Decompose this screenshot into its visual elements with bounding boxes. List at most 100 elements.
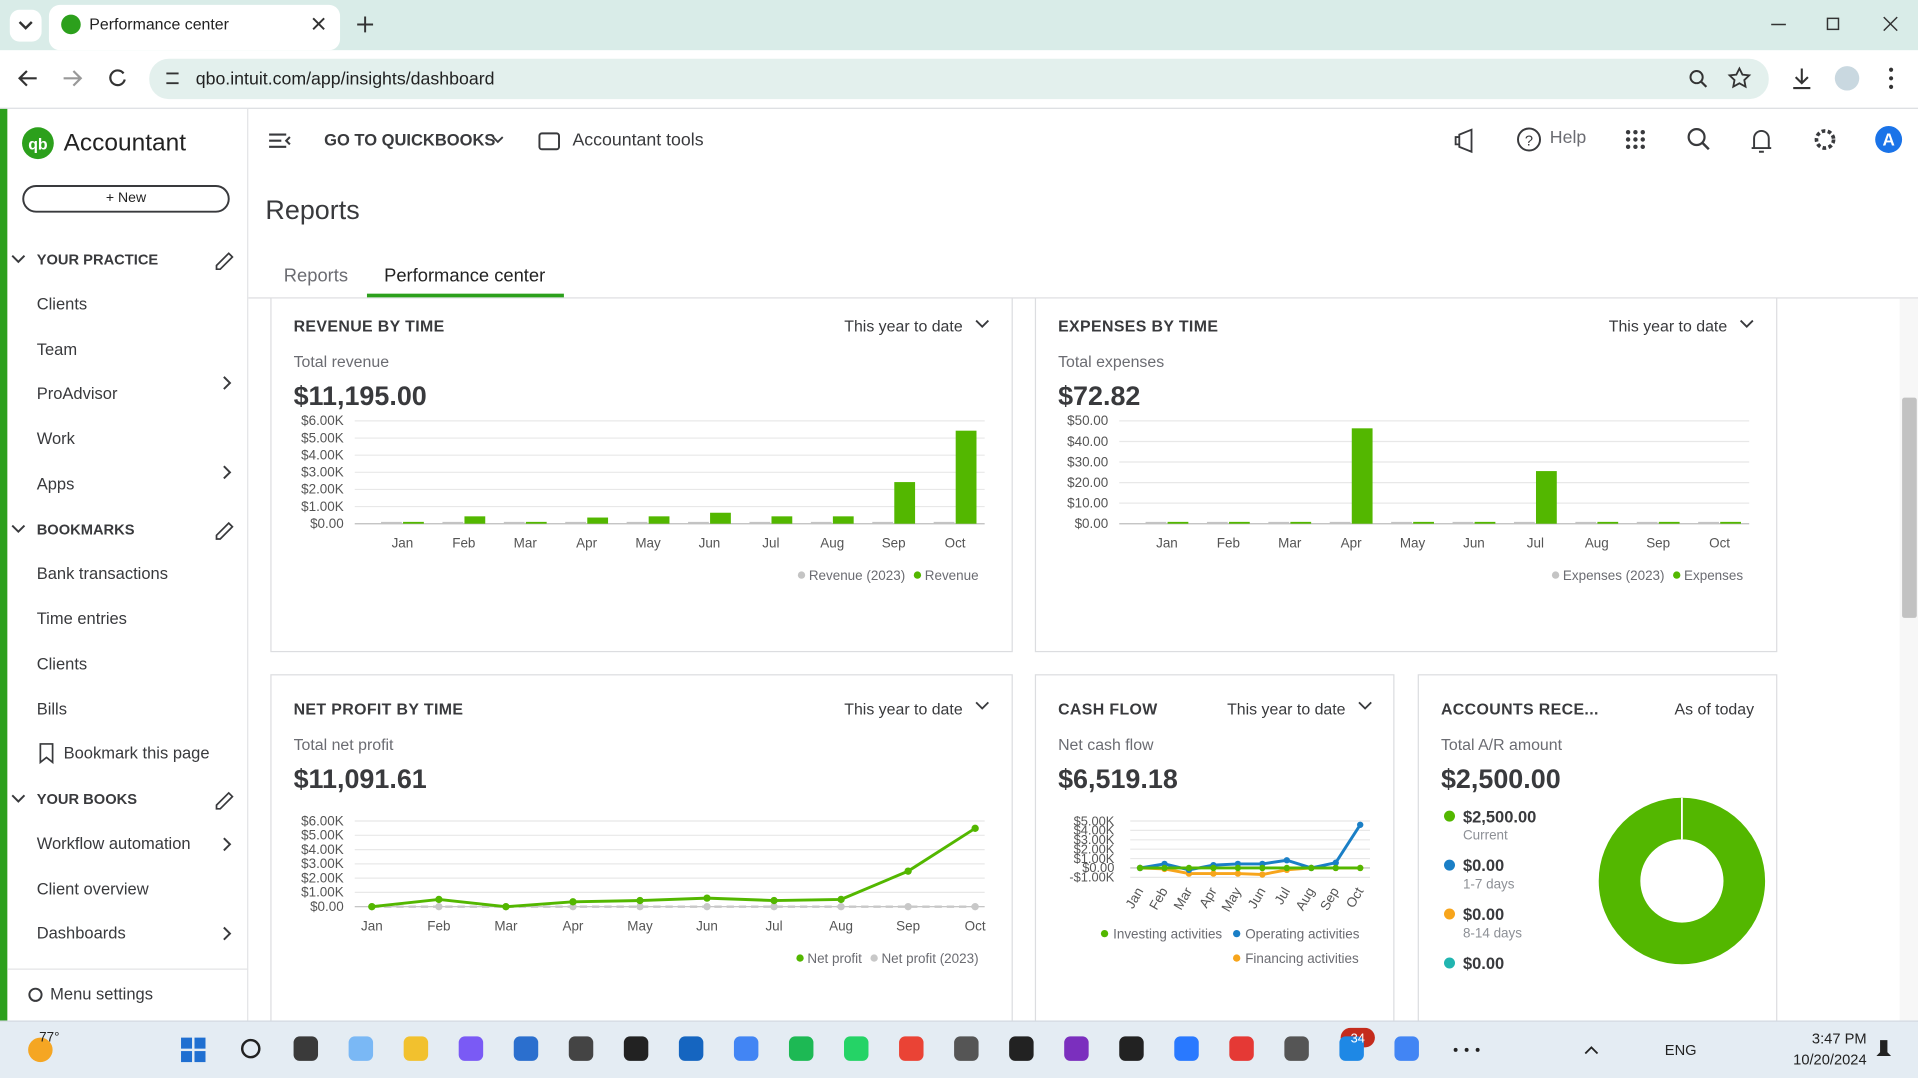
svg-text:qb: qb — [28, 136, 48, 153]
app-icon[interactable] — [403, 1036, 429, 1061]
new-tab[interactable] — [357, 16, 374, 33]
avatar[interactable]: A — [1882, 129, 1895, 150]
nav-item[interactable]: Workflow automation — [36, 834, 191, 853]
active-tab[interactable] — [48, 4, 341, 51]
nav-item[interactable]: Work — [36, 429, 75, 448]
point — [435, 895, 443, 904]
section-title[interactable]: YOUR PRACTICE — [36, 250, 159, 268]
section-title[interactable]: BOOKMARKS — [36, 520, 135, 538]
app-icon[interactable] — [678, 1036, 704, 1061]
nav-item[interactable]: Client overview — [36, 879, 149, 898]
app-icon[interactable] — [623, 1036, 649, 1061]
tab-list-button[interactable] — [9, 9, 42, 42]
address-bar[interactable] — [149, 58, 1769, 100]
reload[interactable] — [109, 69, 126, 87]
bookmark-star[interactable] — [1727, 66, 1752, 89]
start[interactable] — [181, 1037, 206, 1063]
url[interactable]: qbo.intuit.com/app/insights/dashboard — [195, 69, 495, 90]
help[interactable]: Help — [1549, 128, 1587, 149]
bar — [810, 521, 832, 524]
nav-item[interactable]: Apps — [36, 474, 75, 493]
x-tick-label: Jun — [1463, 536, 1485, 551]
period-select[interactable]: This year to date — [844, 316, 963, 336]
app-icon[interactable] — [788, 1036, 814, 1061]
back[interactable] — [18, 70, 37, 87]
x-tick-label: Feb — [1146, 885, 1171, 913]
point — [1332, 864, 1339, 872]
notifications[interactable] — [1876, 1040, 1892, 1056]
bookmark-link[interactable]: Bookmark this page — [63, 743, 210, 763]
new-button-outline[interactable] — [22, 185, 230, 213]
period-select[interactable]: This year to date — [844, 699, 963, 719]
x-tick-label: Jan — [1122, 885, 1146, 911]
app-icon[interactable] — [513, 1036, 539, 1061]
search[interactable] — [240, 1038, 261, 1059]
app-icon[interactable] — [1339, 1036, 1364, 1061]
point — [1234, 870, 1242, 877]
app-icon[interactable] — [1229, 1036, 1254, 1061]
y-tick-label: $1.00K — [301, 499, 344, 514]
app-icon[interactable] — [348, 1036, 374, 1061]
app-icon[interactable] — [1119, 1036, 1144, 1061]
tray-chevron[interactable] — [1584, 1046, 1599, 1055]
close-window[interactable] — [1883, 16, 1898, 32]
app-icon[interactable] — [568, 1036, 594, 1061]
new-button[interactable]: + New — [105, 190, 147, 206]
card-title: ACCOUNTS RECE... — [1440, 699, 1599, 719]
downloads[interactable] — [1793, 68, 1811, 90]
nav-item[interactable]: Dashboards — [36, 924, 126, 943]
profile[interactable] — [1834, 66, 1860, 91]
nav-item[interactable]: Clients — [36, 654, 88, 673]
point — [837, 895, 845, 904]
y-tick-label: $0.00 — [310, 516, 344, 531]
app-icon[interactable] — [1064, 1036, 1089, 1061]
app-icon[interactable] — [458, 1036, 484, 1061]
search[interactable] — [1687, 127, 1706, 147]
zoom[interactable] — [1689, 69, 1704, 85]
close-tab[interactable] — [312, 17, 325, 31]
menu-settings[interactable]: Menu settings — [50, 985, 153, 1004]
clock-time[interactable]: 3:47 PM — [1811, 1030, 1867, 1048]
nav-item[interactable]: Time entries — [36, 609, 127, 628]
bar — [464, 516, 486, 524]
nav-item[interactable]: Bank transactions — [36, 564, 168, 583]
nav-item[interactable]: Bills — [36, 699, 67, 718]
section-title[interactable]: YOUR BOOKS — [36, 790, 138, 808]
y-tick-label: -$1.00K — [1069, 870, 1114, 885]
announcements[interactable] — [1454, 128, 1473, 154]
language[interactable]: ENG — [1664, 1041, 1697, 1059]
app-icon[interactable] — [954, 1036, 979, 1061]
app-icon[interactable] — [293, 1036, 319, 1061]
scroll-thumb[interactable] — [1902, 397, 1917, 618]
y-tick-label: $3.00K — [1074, 832, 1115, 847]
x-tick-label: Oct — [965, 919, 986, 934]
apps-grid[interactable] — [1625, 129, 1645, 150]
avatar-circle[interactable] — [1875, 126, 1903, 153]
app-icon[interactable] — [733, 1036, 759, 1061]
notifications[interactable] — [1751, 130, 1772, 153]
go-to-quickbooks[interactable]: GO TO QUICKBOOKS — [324, 130, 496, 150]
point — [1283, 864, 1290, 872]
site-info[interactable] — [166, 72, 179, 85]
accountant-tools[interactable]: Accountant tools — [572, 130, 704, 151]
app-icon[interactable] — [844, 1036, 869, 1061]
legend-swatch — [1232, 929, 1241, 938]
period-select[interactable]: This year to date — [1608, 316, 1728, 336]
settings[interactable] — [1814, 129, 1836, 150]
restore[interactable] — [1826, 17, 1840, 31]
app-icon[interactable] — [1284, 1036, 1309, 1061]
period-select[interactable]: This year to date — [1227, 699, 1346, 719]
app-icon[interactable] — [1174, 1036, 1199, 1061]
menu-toggle[interactable] — [269, 133, 291, 148]
clock-date[interactable]: 10/20/2024 — [1793, 1051, 1867, 1069]
app-icon[interactable] — [1009, 1036, 1034, 1061]
help-icon[interactable] — [1517, 127, 1541, 152]
nav-item[interactable]: Team — [36, 339, 78, 358]
forward[interactable] — [63, 70, 83, 87]
tab-active[interactable]: Performance center — [384, 265, 546, 287]
app-icon[interactable] — [899, 1036, 924, 1061]
nav-item[interactable]: Clients — [36, 294, 88, 313]
tab[interactable]: Reports — [283, 265, 349, 287]
nav-item[interactable]: ProAdvisor — [36, 384, 118, 403]
app-icon[interactable] — [1394, 1036, 1419, 1061]
